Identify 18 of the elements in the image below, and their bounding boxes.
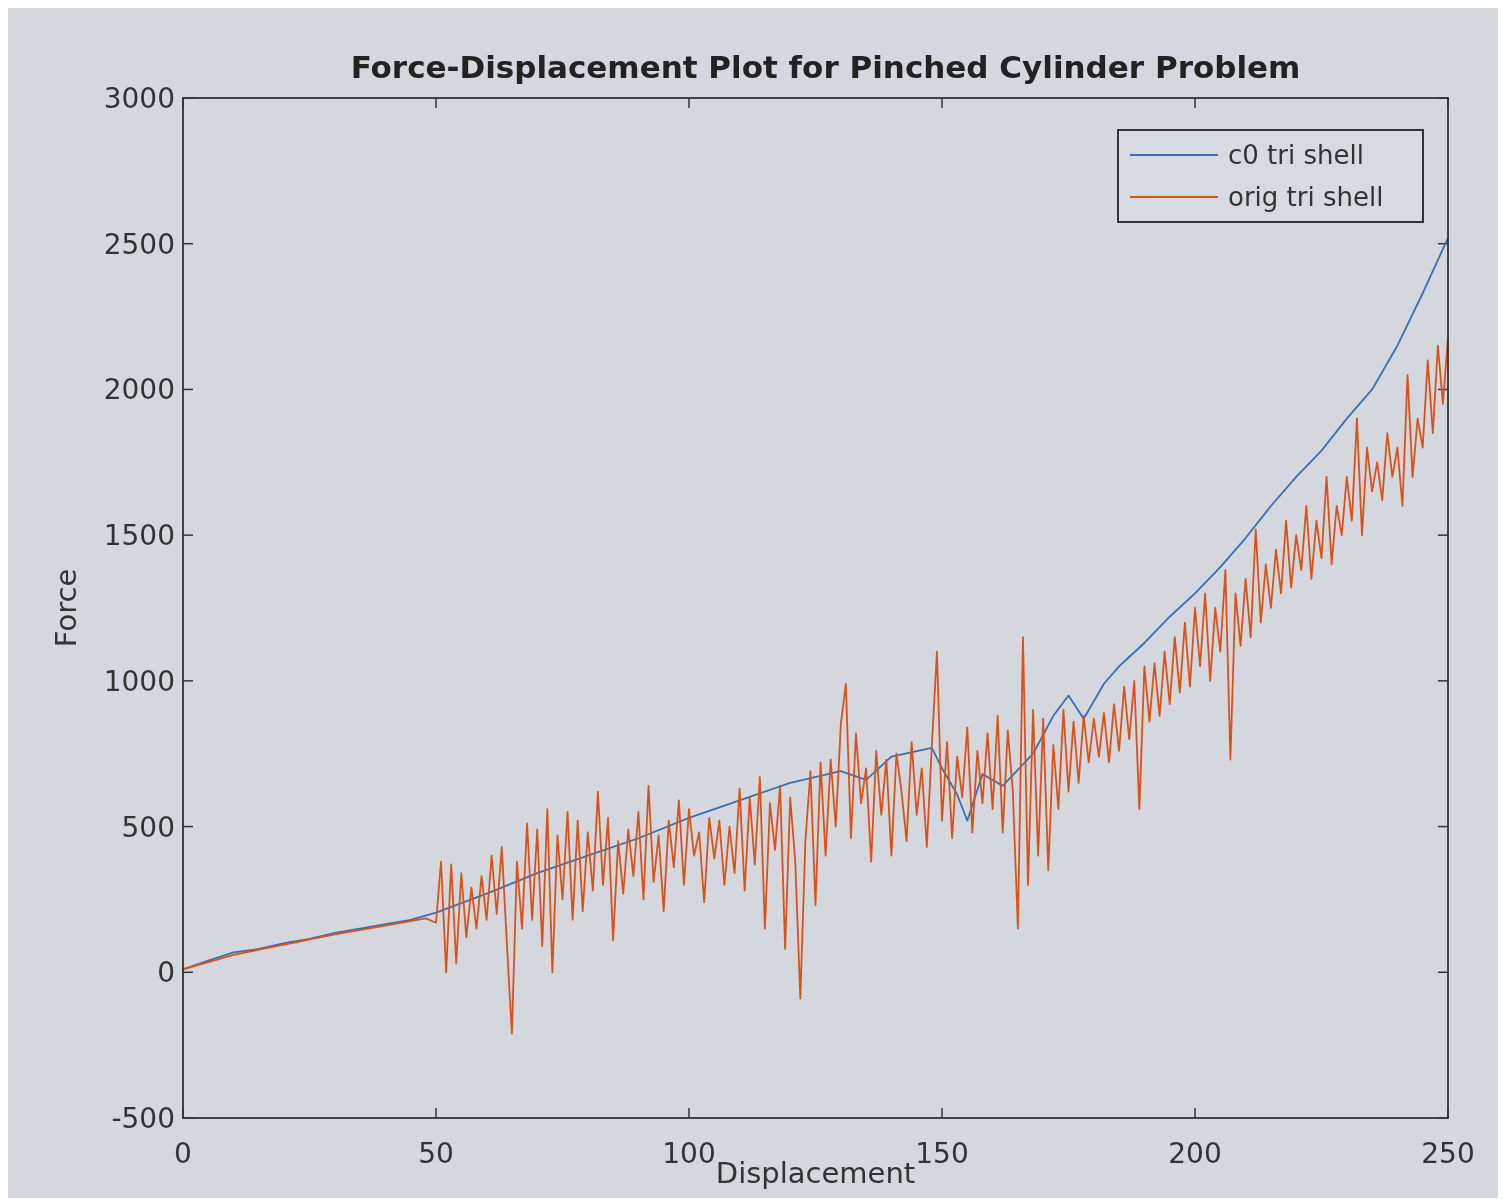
y-tick-label: 2000	[103, 373, 175, 407]
x-tick-label: 50	[418, 1137, 454, 1170]
legend-label: c0 tri shell	[1228, 140, 1364, 170]
y-axis-title: Force	[49, 568, 83, 648]
x-tick-label: 250	[1421, 1137, 1475, 1170]
legend-label: orig tri shell	[1228, 182, 1384, 212]
x-axis-title: Displacement	[715, 1156, 916, 1190]
y-tick-label: 0	[157, 956, 175, 990]
y-tick-label: 1500	[103, 519, 175, 553]
chart-title: Force-Displacement Plot for Pinched Cylinder Problem	[350, 49, 1301, 85]
y-tick-label: 500	[121, 810, 175, 844]
y-tick-label: 2500	[103, 227, 175, 261]
x-tick-label: 200	[1168, 1137, 1222, 1170]
y-tick-label: 3000	[103, 82, 175, 115]
x-tick-label: 100	[662, 1137, 716, 1170]
y-tick-label: -500	[111, 1102, 175, 1135]
x-tick-label: 150	[915, 1137, 969, 1170]
y-tick-label: 1000	[103, 664, 175, 698]
